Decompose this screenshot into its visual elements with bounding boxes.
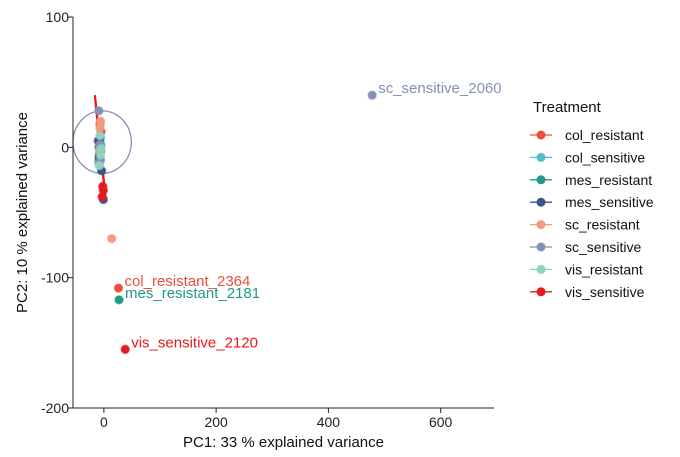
x-tick-label: 600 [429,414,453,430]
legend-label: sc_sensitive [565,239,641,255]
legend-swatch-marker [536,264,546,274]
legend-item: vis_sensitive [530,284,645,300]
legend-swatch-marker [536,175,546,185]
legend-item: col_sensitive [530,149,645,165]
plot-area: sc_sensitive_2060 col_resistant_2364mes_r… [72,80,502,355]
y-axis-title: PC2: 10 % explained variance [14,112,31,313]
data-point [113,283,124,293]
axes: 0 200 400 600 -200 -100 0 100 [41,9,494,430]
legend-swatch-marker [536,287,546,297]
x-tick-label: 200 [204,414,228,430]
legend-swatch-marker [536,220,546,230]
y-tick-label: 0 [61,139,69,155]
legend-label: vis_sensitive [565,284,645,300]
data-point [106,233,117,244]
data-point [120,344,130,355]
legend-swatch-marker [536,152,546,162]
point-annotation: mes_resistant_2181 [125,285,260,302]
legend-item: vis_resistant [530,261,643,277]
point-annotation: vis_sensitive_2120 [131,334,258,351]
data-point [98,185,109,196]
data-point [96,143,106,154]
data-point [95,130,105,141]
legend-label: mes_sensitive [565,194,654,210]
y-tick-label: 100 [46,9,70,25]
x-axis-title: PC1: 33 % explained variance [183,434,384,451]
legend-label: col_sensitive [565,149,645,165]
data-point [367,90,377,100]
data-point [94,160,105,171]
legend-swatch-marker [536,130,546,140]
legend-swatch-marker [536,197,546,207]
data-point [114,295,124,305]
legend-item: mes_sensitive [530,194,654,210]
point-annotation: sc_sensitive_2060 [378,80,501,97]
legend-title: Treatment [533,99,602,116]
data-point [94,106,104,116]
legend-item: col_resistant [530,127,644,143]
y-tick-label: -100 [41,270,69,286]
legend: Treatment col_resistant col_sensitive mes_r… [530,99,654,300]
legend-label: vis_resistant [565,261,643,277]
legend-label: mes_resistant [565,172,652,188]
y-tick-label: -200 [41,400,69,416]
point-annotation: col_resistant_2364 [124,273,250,290]
legend-label: col_resistant [565,127,644,143]
x-tick-label: 400 [317,414,341,430]
data-point [95,116,106,127]
x-tick-label: 0 [100,414,108,430]
legend-item: mes_resistant [530,172,652,188]
legend-item: sc_sensitive [530,239,641,255]
legend-label: sc_resistant [565,217,640,233]
legend-item: sc_resistant [530,217,640,233]
legend-swatch-marker [536,242,546,252]
